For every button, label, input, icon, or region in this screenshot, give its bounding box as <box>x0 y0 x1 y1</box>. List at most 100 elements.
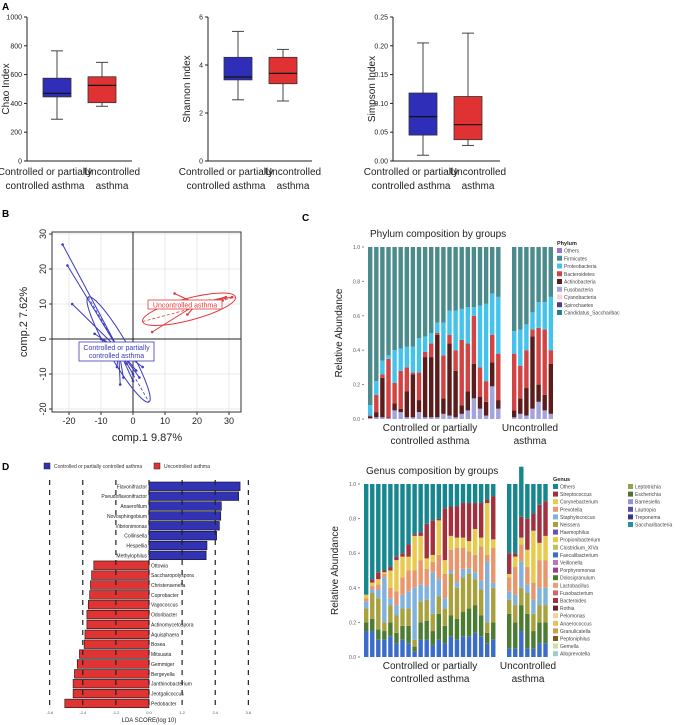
bar-segment-faecalibacterium <box>472 632 478 657</box>
y-axis-label: Relative Abundance <box>334 288 345 377</box>
legend-item: Fusobacterium <box>553 590 593 597</box>
legend-swatch <box>553 651 558 657</box>
lda-bar-rect <box>148 531 217 541</box>
x-axis-label: comp.1 9.87% <box>112 432 183 444</box>
stacked-bar <box>424 484 429 657</box>
legend-swatch <box>553 567 558 573</box>
lda-bar-rect <box>74 669 150 679</box>
bar-segment-actinobacteria <box>435 334 440 418</box>
bar-segment-corynebacterium <box>364 594 369 599</box>
bar-segment-prevotella <box>454 548 460 583</box>
bar-segment-streptococcus <box>525 518 530 550</box>
bar-segment-corynebacterium <box>531 530 536 583</box>
bar-segment-corynebacterium <box>513 556 518 568</box>
bar-segment-faecalibacterium <box>478 636 484 657</box>
bar-segment-dolosigranulum <box>485 632 490 644</box>
bar-segment-others <box>364 484 369 595</box>
bar-segment-dolosigranulum <box>513 622 518 649</box>
x-tick-label: -2.4 <box>79 710 87 715</box>
legend-item: Prevotella <box>553 506 582 513</box>
stacked-bar <box>422 247 428 419</box>
bar-segment-faecalibacterium <box>485 643 490 657</box>
bar-segment-streptococcus <box>430 520 435 555</box>
lda-bar: Anaerofilum <box>120 501 222 511</box>
stacked-bar <box>543 484 548 657</box>
bar-segment-streptococcus <box>406 544 411 557</box>
bar-segment-dolosigranulum <box>388 622 393 637</box>
bar-segment-fusobacteria <box>542 410 547 419</box>
legend-item: Haemophilus <box>553 529 590 536</box>
bar-segment-proteobacteria <box>453 310 458 351</box>
legend-swatch <box>557 271 562 277</box>
bar-segment-proteobacteria <box>542 302 547 330</box>
legend-swatch <box>553 491 558 497</box>
bar-segment-bacteroidetes <box>483 381 489 402</box>
legend-label: Gemella <box>560 644 579 650</box>
legend-label: Clostridium_XIVa <box>560 545 598 551</box>
y-tick-label: 400 <box>10 101 22 108</box>
y-tick-label: 20 <box>38 264 48 274</box>
bar-segment-faecalibacterium <box>424 639 429 657</box>
bar-segment-proteobacteria <box>392 350 397 383</box>
stacked-bar <box>518 247 523 419</box>
x-tick-label: -20 <box>62 416 75 426</box>
box-iqr <box>408 92 438 136</box>
bar-segment-prevotella <box>436 554 441 580</box>
bar-segment-prevotella <box>424 568 429 587</box>
legend-item: Escherichia <box>628 491 661 498</box>
x-tick-label: 30 <box>224 416 234 426</box>
bar-segment-dolosigranulum <box>460 612 466 637</box>
group-label-uncontrolled: Uncontrolled asthma <box>147 299 223 310</box>
taxon-label: Christensenella <box>151 583 186 589</box>
label-box <box>147 299 223 310</box>
box-0 <box>408 42 438 156</box>
bar-segment-others <box>382 484 387 571</box>
legend-item: Propionibacterium <box>553 537 600 544</box>
stacked-bar <box>485 484 490 657</box>
lda-bar: Christensenella <box>90 580 186 590</box>
taxon-label: Gemmiger <box>151 662 175 668</box>
bar-segment-neissera <box>418 601 423 623</box>
group-label: Uncontrolled <box>500 661 556 672</box>
sample-point <box>122 376 125 379</box>
bar-segment-staphylococcus <box>454 582 460 588</box>
legend-item: Streptococcus <box>553 491 592 498</box>
y-tick-label: 0 <box>199 159 203 166</box>
bar-segment-streptococcus <box>519 516 524 538</box>
bar-segment-actinobacteria <box>536 384 541 402</box>
bar-segment-fusobacteria <box>410 417 416 419</box>
bar-segment-actinobacteria <box>490 362 495 387</box>
stacked-bar <box>496 247 501 419</box>
taxon-label: Hespellia <box>126 544 147 550</box>
legend-item: Spirochaetes <box>557 302 594 309</box>
stacked-bar <box>388 484 393 657</box>
bar-segment-faecalibacterium <box>400 639 405 657</box>
bar-segment-others <box>436 484 441 519</box>
legend-label: Spirochaetes <box>564 303 594 309</box>
bar-segment-corynebacterium <box>478 537 484 547</box>
bar-segment-corynebacterium <box>418 535 423 561</box>
legend-label: Proteobacteria <box>564 264 597 270</box>
group-label: Uncontrolled <box>502 423 558 434</box>
stacked-bar <box>477 247 483 419</box>
x-category-label: controlled asthma <box>372 181 451 192</box>
bar-segment-neissera <box>448 573 454 616</box>
legend-swatch <box>628 522 633 527</box>
legend-label: Leptotrichia <box>635 485 661 491</box>
x-axis-label: LDA SCORE(log 10) <box>122 718 177 724</box>
taxon-label: Bergeyella <box>151 672 175 678</box>
legend-item: Uncontrolled asthma <box>153 462 210 470</box>
y-tick-label: 0.4 <box>353 348 360 354</box>
legend-swatch <box>557 310 562 315</box>
lda-bar: Odoribacter <box>86 610 177 620</box>
bar-segment-fusobacteria <box>512 417 517 419</box>
bar-segment-dolosigranulum <box>376 629 381 640</box>
x-tick-label: 2.4 <box>212 710 218 715</box>
bar-segment-staphylococcus <box>364 601 369 609</box>
lda-bar-rect <box>148 481 241 491</box>
lda-bar-rect <box>72 688 150 699</box>
x-category-label: asthma <box>96 181 129 192</box>
lda-bar: Bergeyella <box>74 669 175 679</box>
panel-letter-A: A <box>2 2 9 13</box>
